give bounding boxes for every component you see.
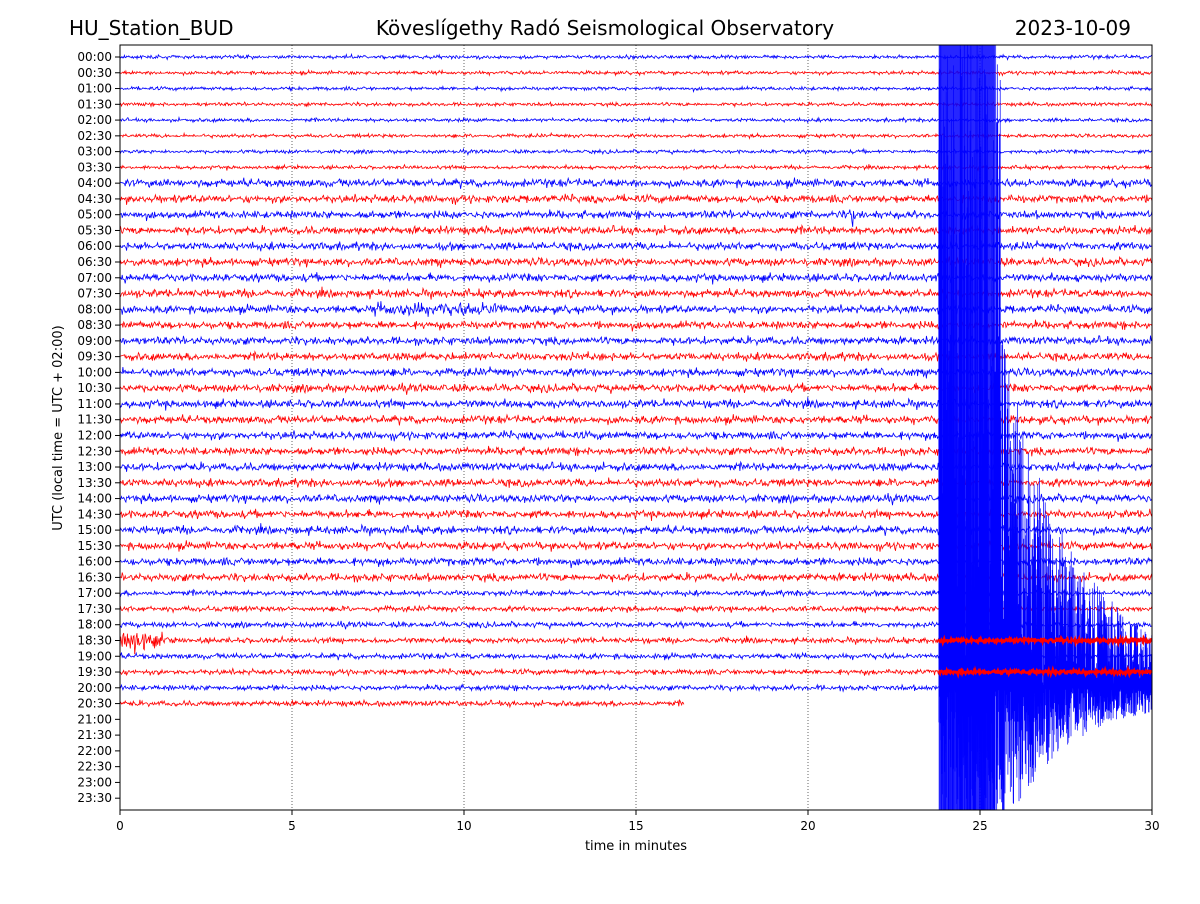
y-tick-label: 17:00 <box>77 586 112 600</box>
x-tick-label: 30 <box>1144 819 1159 833</box>
y-tick-label: 20:00 <box>77 681 112 695</box>
y-tick-label: 09:30 <box>77 350 112 364</box>
y-tick-label: 11:30 <box>77 413 112 427</box>
y-tick-label: 01:30 <box>77 97 112 111</box>
y-tick-label: 21:00 <box>77 712 112 726</box>
y-tick-label: 19:00 <box>77 649 112 663</box>
trace-row-00:00 <box>120 52 1152 61</box>
y-tick-label: 10:30 <box>77 381 112 395</box>
y-tick-label: 03:00 <box>77 145 112 159</box>
y-tick-label: 06:30 <box>77 255 112 269</box>
y-tick-label: 02:30 <box>77 129 112 143</box>
y-tick-label: 22:00 <box>77 744 112 758</box>
x-tick-label: 15 <box>628 819 643 833</box>
station-label: HU_Station_BUD <box>69 16 234 40</box>
traces <box>120 45 1152 810</box>
y-tick-label: 13:00 <box>77 460 112 474</box>
y-tick-label: 04:30 <box>77 192 112 206</box>
y-axis-label: UTC (local time = UTC + 02:00) <box>51 325 66 530</box>
y-tick-label: 06:00 <box>77 239 112 253</box>
y-tick-label: 02:00 <box>77 113 112 127</box>
x-tick-label: 0 <box>116 819 124 833</box>
trace-overlay-18:30 <box>937 634 1152 648</box>
y-tick-label: 01:00 <box>77 82 112 96</box>
y-tick-label: 18:30 <box>77 633 112 647</box>
y-tick-label: 14:30 <box>77 507 112 521</box>
y-tick-label: 10:00 <box>77 365 112 379</box>
y-tick-label: 07:00 <box>77 271 112 285</box>
y-tick-label: 23:00 <box>77 775 112 789</box>
earthquake-saturated-band <box>938 45 995 810</box>
y-tick-label: 19:30 <box>77 665 112 679</box>
y-tick-label: 15:30 <box>77 539 112 553</box>
y-tick-label: 16:30 <box>77 570 112 584</box>
trace-row-20:30 <box>120 698 685 709</box>
y-tick-label: 00:00 <box>77 50 112 64</box>
x-tick-label: 5 <box>288 819 296 833</box>
trace-overlay-19:30 <box>937 665 1152 679</box>
grid-lines <box>291 45 981 810</box>
y-tick-label: 03:30 <box>77 160 112 174</box>
y-tick-label: 12:00 <box>77 428 112 442</box>
date-label: 2023-10-09 <box>1015 16 1131 40</box>
x-tick-label: 25 <box>972 819 987 833</box>
x-axis: 0 5 10 15 20 25 30 <box>116 810 1160 833</box>
y-tick-label: 11:00 <box>77 397 112 411</box>
y-tick-label: 05:00 <box>77 208 112 222</box>
y-tick-label: 05:30 <box>77 223 112 237</box>
y-tick-label: 14:00 <box>77 492 112 506</box>
y-tick-label: 17:30 <box>77 602 112 616</box>
y-tick-label: 12:30 <box>77 444 112 458</box>
y-tick-label: 20:30 <box>77 697 112 711</box>
y-tick-label: 23:30 <box>77 791 112 805</box>
y-tick-label: 16:00 <box>77 555 112 569</box>
y-tick-label: 15:00 <box>77 523 112 537</box>
x-tick-label: 20 <box>800 819 815 833</box>
y-tick-label: 08:00 <box>77 302 112 316</box>
x-tick-label: 10 <box>456 819 471 833</box>
y-tick-label: 13:30 <box>77 476 112 490</box>
y-tick-label: 00:30 <box>77 66 112 80</box>
y-tick-label: 07:30 <box>77 287 112 301</box>
y-tick-label: 21:30 <box>77 728 112 742</box>
y-tick-label: 22:30 <box>77 760 112 774</box>
y-tick-label: 04:00 <box>77 176 112 190</box>
y-tick-label: 09:00 <box>77 334 112 348</box>
y-tick-label: 18:00 <box>77 618 112 632</box>
y-tick-label: 08:30 <box>77 318 112 332</box>
x-axis-label: time in minutes <box>585 839 687 854</box>
chart-title: Köveslígethy Radó Seismological Observat… <box>376 16 834 40</box>
